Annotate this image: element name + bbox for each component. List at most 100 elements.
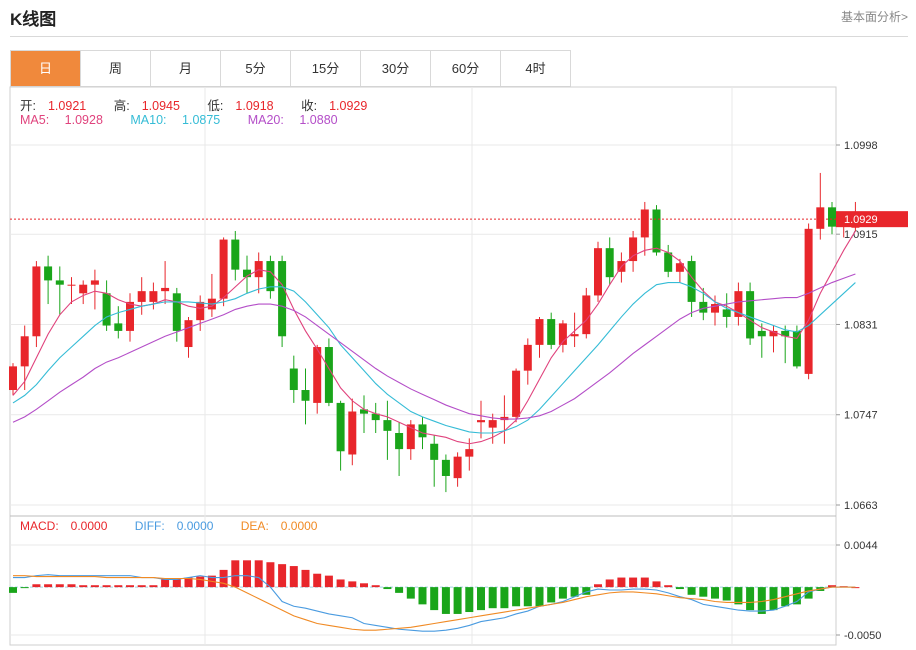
- candle-down: [324, 347, 333, 403]
- price-tick-label: 1.0831: [844, 319, 878, 331]
- candle-down: [652, 209, 661, 253]
- macd-value: 0.0000: [70, 519, 108, 533]
- macd-bar-down: [430, 587, 439, 611]
- ma5-value: 1.0928: [64, 113, 103, 127]
- tab-4hour[interactable]: 4时: [501, 51, 571, 86]
- candle-up: [535, 319, 544, 345]
- open-label: 开:: [20, 99, 36, 113]
- macd-bar-down: [582, 587, 591, 595]
- candle-up: [79, 284, 88, 294]
- macd-bar-up: [605, 579, 614, 588]
- candle-up: [453, 456, 462, 479]
- tab-15min[interactable]: 15分: [291, 51, 361, 86]
- candle-up: [488, 420, 497, 428]
- candle-down: [266, 261, 275, 292]
- candle-up: [32, 266, 41, 337]
- candle-down: [102, 293, 111, 326]
- macd-bar-up: [219, 569, 228, 588]
- candle-up: [196, 301, 205, 321]
- macd-bar-down: [488, 587, 497, 609]
- candle-down: [278, 261, 287, 337]
- ma10-value: 1.0875: [182, 113, 221, 127]
- macd-bar-down: [453, 587, 462, 614]
- macd-bar-up: [149, 585, 158, 588]
- macd-bar-down: [687, 587, 696, 595]
- candle-up: [512, 370, 521, 417]
- candle-up: [582, 295, 591, 335]
- candle-down: [243, 269, 251, 278]
- candle-up: [184, 320, 193, 348]
- candle-down: [395, 433, 404, 450]
- macd-bar-down: [465, 587, 474, 613]
- high-value: 1.0945: [141, 99, 180, 113]
- macd-bar-up: [126, 585, 134, 588]
- dea-value: 0.0000: [280, 519, 318, 533]
- tab-day[interactable]: 日: [11, 51, 81, 86]
- macd-bar-down: [535, 587, 544, 607]
- tab-5min[interactable]: 5分: [221, 51, 291, 86]
- macd-bar-down: [757, 587, 766, 614]
- macd-bar-up: [254, 560, 263, 588]
- candle-down: [781, 330, 790, 337]
- candle-down: [722, 309, 731, 317]
- macd-tick-label: -0.0050: [844, 630, 881, 642]
- macd-bar-down: [512, 587, 521, 607]
- ma-info: MA5: 1.0928 MA10: 1.0875 MA20: 1.0880: [20, 113, 362, 127]
- header-divider: [10, 36, 908, 37]
- candle-up: [348, 411, 357, 455]
- macd-bar-up: [828, 585, 836, 588]
- candle-up: [558, 323, 567, 345]
- current-price-tag: [836, 211, 908, 228]
- macd-bar-up: [114, 585, 123, 588]
- candle-down: [828, 207, 836, 227]
- candle-down: [547, 319, 556, 345]
- candle-down: [418, 424, 427, 438]
- macd-bar-up: [664, 585, 673, 588]
- macd-tick-label: 0.0044: [844, 540, 878, 552]
- macd-bar-up: [336, 579, 345, 588]
- macd-bar-down: [523, 587, 532, 607]
- tab-month[interactable]: 月: [151, 51, 221, 86]
- macd-bar-down: [441, 587, 450, 614]
- macd-bar-up: [243, 560, 251, 588]
- macd-bar-down: [20, 587, 29, 589]
- candle-down: [383, 420, 392, 431]
- candle-down: [301, 390, 310, 401]
- tab-30min[interactable]: 30分: [361, 51, 431, 86]
- macd-bar-down: [769, 587, 778, 611]
- candle-up: [313, 347, 322, 403]
- high-label: 高:: [113, 99, 130, 113]
- candle-down: [289, 368, 298, 391]
- tab-60min[interactable]: 60分: [431, 51, 501, 86]
- candle-down: [172, 293, 181, 331]
- close-value: 1.0929: [329, 99, 368, 113]
- candle-down: [430, 443, 439, 460]
- macd-bar-up: [652, 581, 661, 588]
- macd-bar-down: [746, 587, 755, 611]
- candle-up: [137, 291, 146, 302]
- ohlc-info: 开: 1.0921 高: 1.0945 低: 1.0918 收: 1.0929: [20, 95, 391, 114]
- macd-bar-down: [395, 587, 404, 593]
- macd-bar-up: [360, 583, 368, 588]
- macd-bar-up: [640, 577, 649, 588]
- candle-up: [161, 287, 170, 292]
- candle-up: [711, 304, 719, 313]
- low-label: 低:: [207, 99, 224, 113]
- macd-bar-up: [278, 564, 287, 588]
- fundamental-analysis-link[interactable]: 基本面分析>: [840, 10, 908, 24]
- macd-bar-down: [792, 587, 801, 605]
- tab-week[interactable]: 周: [81, 51, 151, 86]
- macd-bar-up: [371, 585, 380, 588]
- candle-down: [687, 261, 696, 302]
- timeframe-tabs: 日 周 月 5分 15分 30分 60分 4时: [10, 50, 571, 87]
- macd-bar-up: [629, 577, 638, 588]
- candle-up: [406, 424, 415, 450]
- candle-up: [734, 291, 743, 317]
- macd-bar-up: [348, 581, 357, 588]
- candle-down: [114, 323, 123, 331]
- macd-bar-up: [594, 584, 602, 588]
- macd-bar-up: [172, 579, 181, 588]
- diff-label: DIFF:: [134, 519, 165, 533]
- macd-bar-down: [477, 587, 485, 611]
